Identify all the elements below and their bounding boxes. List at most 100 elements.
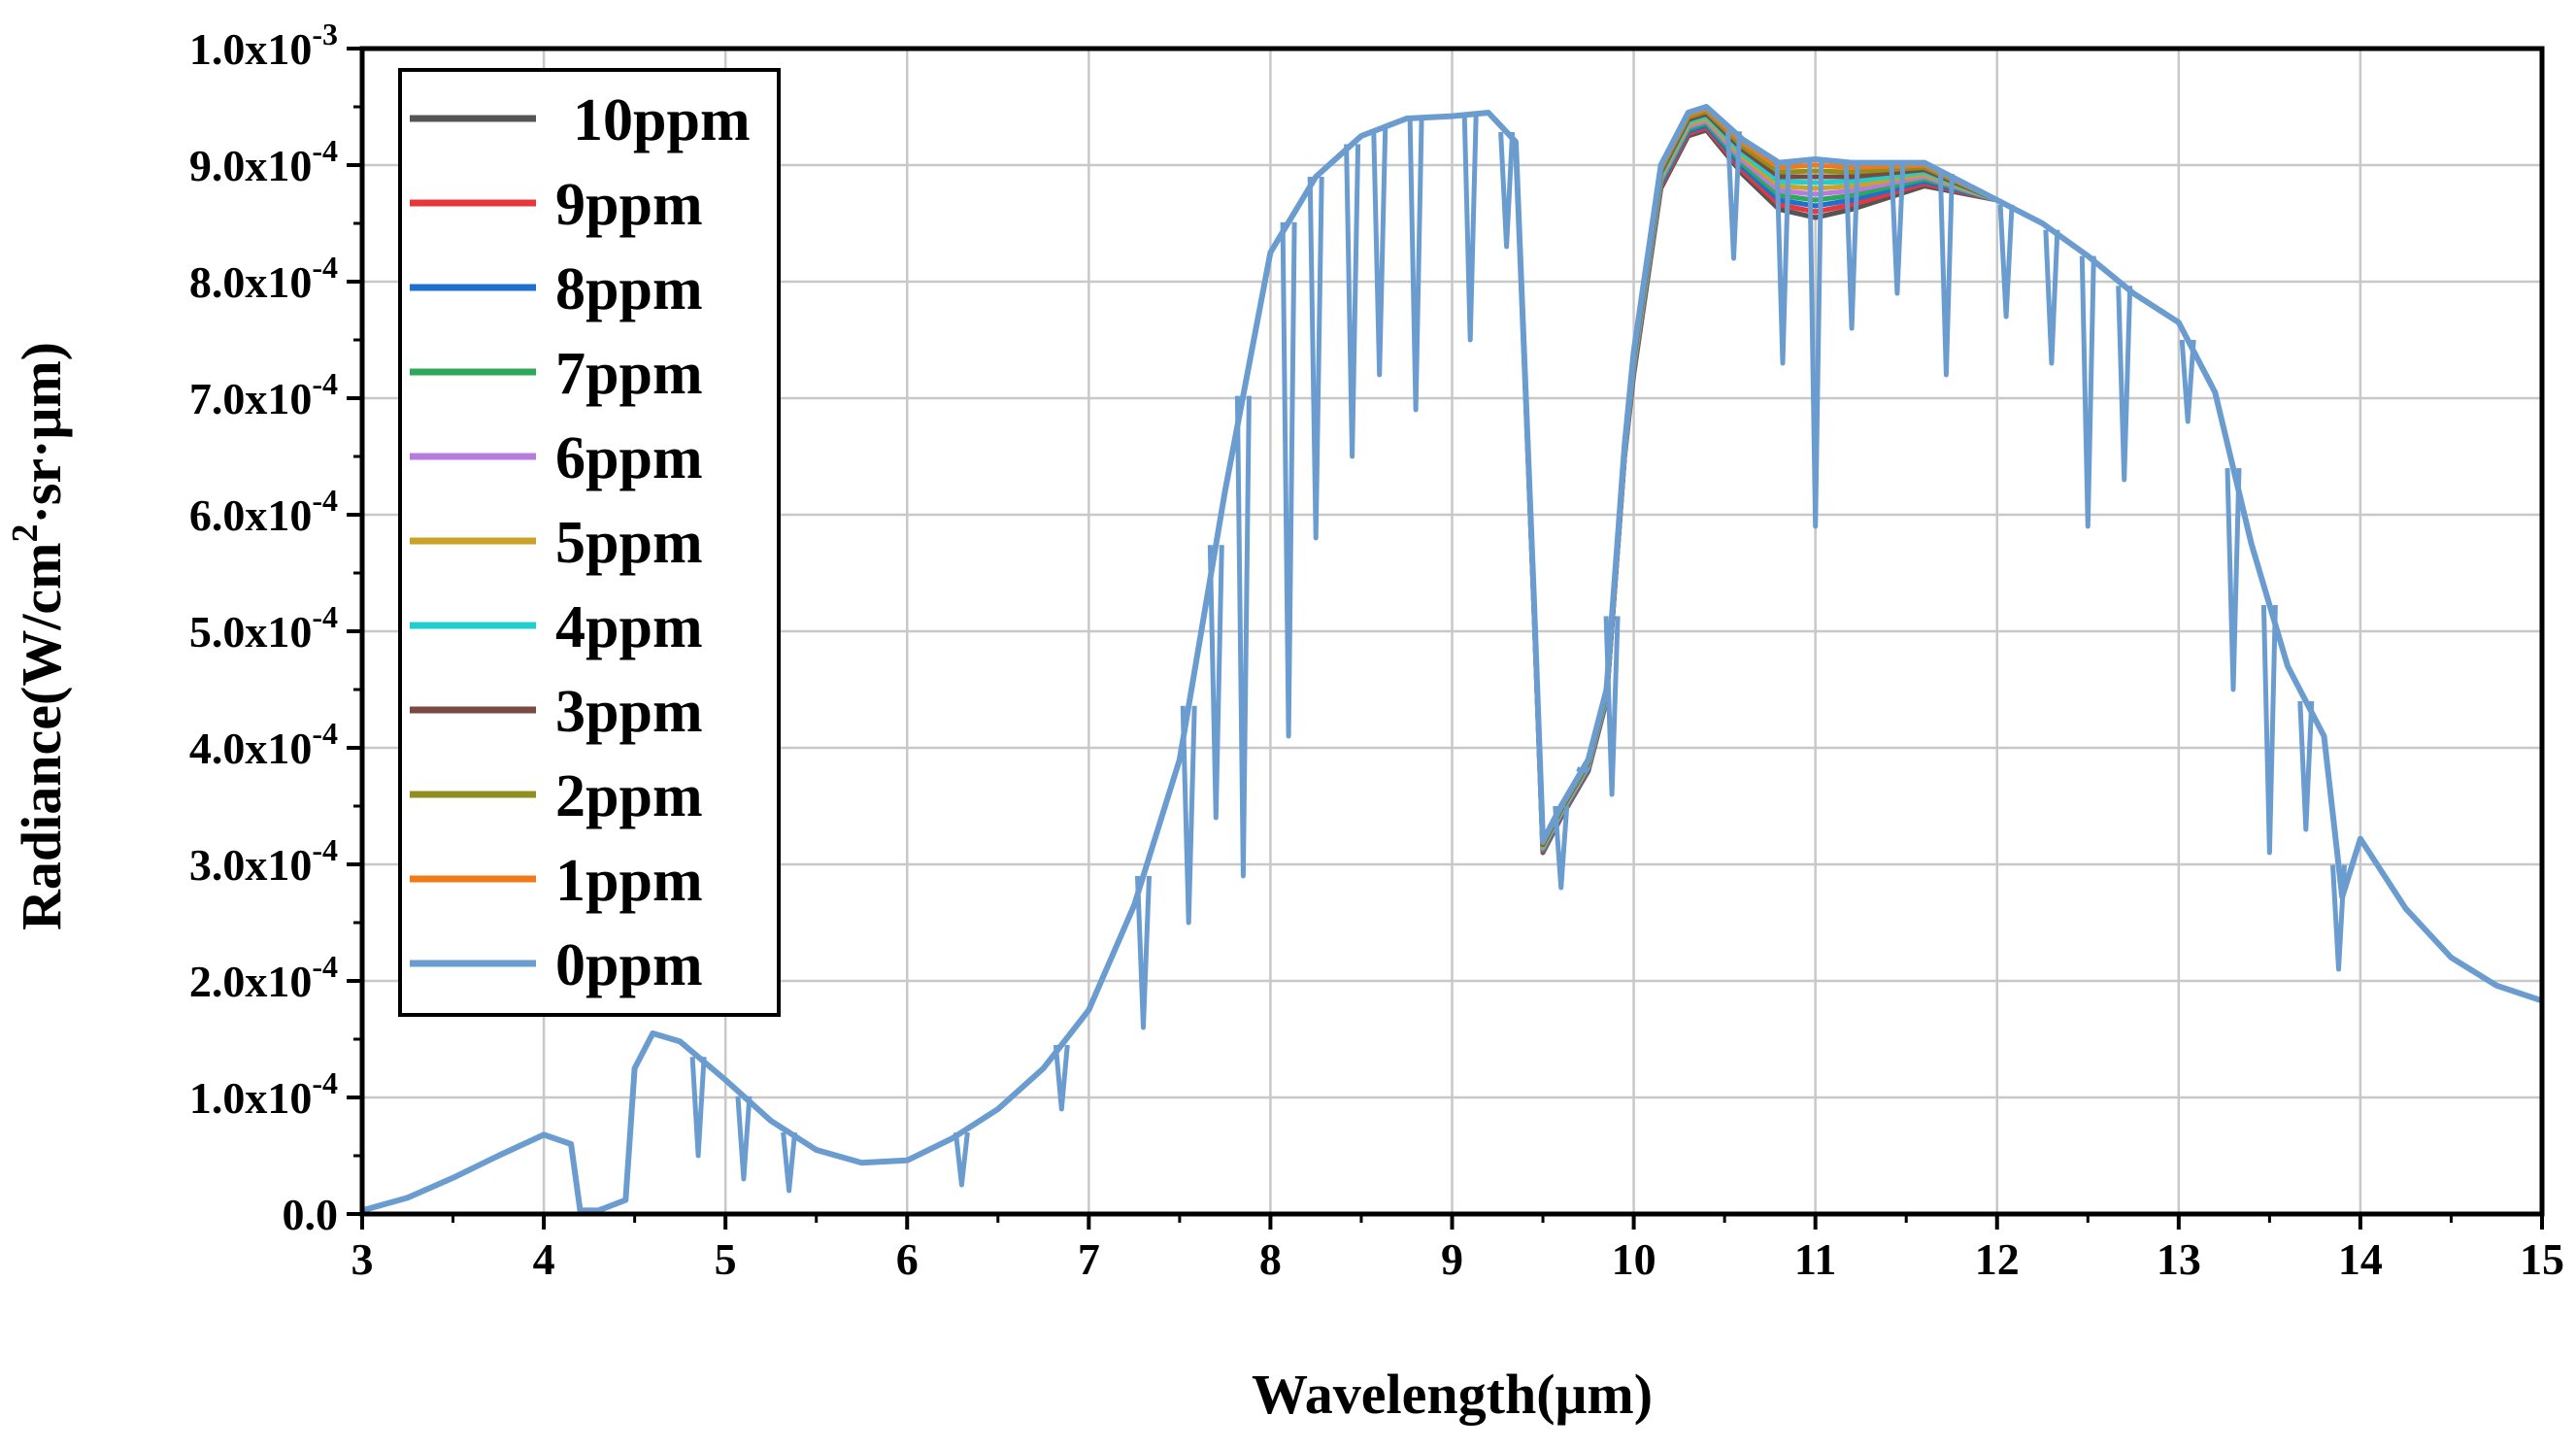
x-tick-label: 15 bbox=[2520, 1234, 2564, 1284]
legend-label: 0ppm bbox=[555, 932, 703, 998]
absorption-line bbox=[2260, 604, 2278, 856]
legend-label: 2ppm bbox=[555, 763, 703, 829]
y-title-superscript: 2 bbox=[5, 524, 46, 543]
x-tick-label: 6 bbox=[896, 1234, 919, 1284]
x-tick-label: 9 bbox=[1441, 1234, 1463, 1284]
y-tick-label-exponent: -4 bbox=[312, 949, 338, 984]
legend-label: 10ppm bbox=[573, 87, 751, 153]
x-tick-label: 7 bbox=[1078, 1234, 1100, 1284]
y-tick-label-exponent: -3 bbox=[312, 17, 338, 51]
absorption-line bbox=[735, 1096, 753, 1182]
y-tick-label-base: 1.0x10 bbox=[189, 24, 313, 74]
y-tick-label: 5.0x10-4 bbox=[189, 599, 338, 657]
y-tick-label-base: 4.0x10 bbox=[189, 724, 313, 773]
y-tick-label: 1.0x10-4 bbox=[189, 1065, 338, 1123]
legend-label: 4ppm bbox=[555, 594, 703, 660]
absorption-line bbox=[1461, 114, 1479, 343]
absorption-line bbox=[953, 1131, 970, 1188]
absorption-line bbox=[2116, 286, 2133, 483]
y-tick-label-base: 7.0x10 bbox=[189, 374, 313, 423]
x-tick-label: 5 bbox=[715, 1234, 737, 1284]
series-line-0ppm bbox=[361, 104, 2543, 1214]
absorption-line bbox=[2225, 467, 2242, 692]
absorption-line bbox=[2297, 700, 2315, 832]
legend-label: 7ppm bbox=[555, 341, 703, 407]
absorption-line bbox=[2330, 864, 2347, 972]
y-tick-label-exponent: -4 bbox=[312, 832, 338, 867]
legend-label: 9ppm bbox=[555, 172, 703, 238]
absorption-line bbox=[1207, 545, 1224, 821]
absorption-line bbox=[1997, 204, 2015, 320]
absorption-line bbox=[1843, 162, 1860, 331]
y-tick-label-exponent: -4 bbox=[312, 1065, 338, 1100]
y-tick-label: 4.0x10-4 bbox=[189, 716, 338, 773]
y-tick-label-exponent: -4 bbox=[312, 366, 338, 401]
absorption-line bbox=[781, 1131, 798, 1194]
series-group bbox=[361, 104, 2543, 1214]
y-tick-labels: 0.01.0x10-42.0x10-43.0x10-44.0x10-45.0x1… bbox=[189, 17, 338, 1239]
absorption-line bbox=[1774, 162, 1791, 366]
absorption-line bbox=[1180, 705, 1197, 926]
absorption-line bbox=[1937, 174, 1955, 378]
absorption-line bbox=[1053, 1044, 1070, 1112]
y-tick-label: 0.0 bbox=[283, 1190, 339, 1239]
absorption-line bbox=[1234, 395, 1252, 879]
absorption-line bbox=[1371, 128, 1388, 378]
x-tick-label: 4 bbox=[533, 1234, 555, 1284]
absorption-line bbox=[1725, 131, 1742, 261]
absorption-line bbox=[1807, 158, 1824, 529]
y-tick-label-base: 0.0 bbox=[283, 1190, 339, 1239]
y-tick-label: 9.0x10-4 bbox=[189, 133, 338, 190]
x-tick-label: 10 bbox=[1612, 1234, 1656, 1284]
absorption-line bbox=[689, 1057, 707, 1159]
x-tick-label: 11 bbox=[1794, 1234, 1836, 1284]
absorption-line bbox=[1280, 221, 1297, 739]
absorption-line bbox=[1344, 144, 1361, 459]
y-title-tail: ·sr·μm) bbox=[10, 342, 73, 524]
y-tick-label-base: 6.0x10 bbox=[189, 490, 313, 540]
y-tick-label-base: 1.0x10 bbox=[189, 1073, 313, 1123]
absorption-line bbox=[2179, 339, 2196, 424]
x-axis-title: Wavelength(μm) bbox=[1252, 1363, 1653, 1426]
y-tick-label-exponent: -4 bbox=[312, 599, 338, 634]
absorption-line bbox=[2079, 255, 2096, 529]
y-tick-label-exponent: -4 bbox=[312, 483, 338, 518]
x-tick-label: 12 bbox=[1975, 1234, 2020, 1284]
x-tick-label: 8 bbox=[1259, 1234, 1282, 1284]
x-tick-label: 14 bbox=[2338, 1234, 2383, 1284]
y-title-main: Radiance(W/cm bbox=[10, 543, 73, 931]
absorption-line bbox=[1576, 766, 1590, 774]
y-tick-label: 6.0x10-4 bbox=[189, 483, 338, 540]
absorption-line bbox=[2043, 229, 2060, 366]
y-tick-label-exponent: -4 bbox=[312, 133, 338, 168]
x-tick-label: 3 bbox=[351, 1234, 374, 1284]
y-tick-label: 3.0x10-4 bbox=[189, 832, 338, 890]
legend-label: 6ppm bbox=[555, 425, 703, 491]
legend-label: 1ppm bbox=[555, 848, 703, 914]
y-tick-label-base: 9.0x10 bbox=[189, 141, 313, 190]
x-tick-labels: 3 4 5 6 7 8 9 10 11 12 13 14 15 bbox=[351, 1234, 2565, 1284]
absorption-line bbox=[1498, 131, 1516, 250]
y-tick-label: 8.0x10-4 bbox=[189, 250, 338, 307]
grid bbox=[362, 49, 2542, 1214]
absorption-line bbox=[1407, 118, 1424, 413]
absorption-line bbox=[1307, 176, 1324, 541]
y-tick-label-base: 8.0x10 bbox=[189, 257, 313, 307]
legend: 10ppm 9ppm 8ppm 7ppm 6ppm 5ppm 4ppm 3ppm 2ppm 1pp… bbox=[398, 68, 781, 1017]
absorption-line bbox=[1553, 805, 1570, 891]
absorption-line bbox=[1135, 875, 1152, 1030]
y-tick-label-exponent: -4 bbox=[312, 716, 338, 751]
y-tick-label: 1.0x10-3 bbox=[189, 17, 338, 74]
y-axis-title: Radiance(W/cm2·sr·μm) bbox=[5, 342, 73, 930]
y-tick-label: 2.0x10-4 bbox=[189, 949, 338, 1006]
absorption-line bbox=[1889, 162, 1906, 296]
y-tick-label-exponent: -4 bbox=[312, 250, 338, 285]
x-tick-label: 13 bbox=[2157, 1234, 2201, 1284]
y-tick-label-base: 2.0x10 bbox=[189, 957, 313, 1006]
y-tick-label: 7.0x10-4 bbox=[189, 366, 338, 423]
legend-label: 8ppm bbox=[555, 256, 703, 322]
axis-ticks bbox=[347, 47, 2544, 1230]
y-tick-label-base: 5.0x10 bbox=[189, 607, 313, 657]
